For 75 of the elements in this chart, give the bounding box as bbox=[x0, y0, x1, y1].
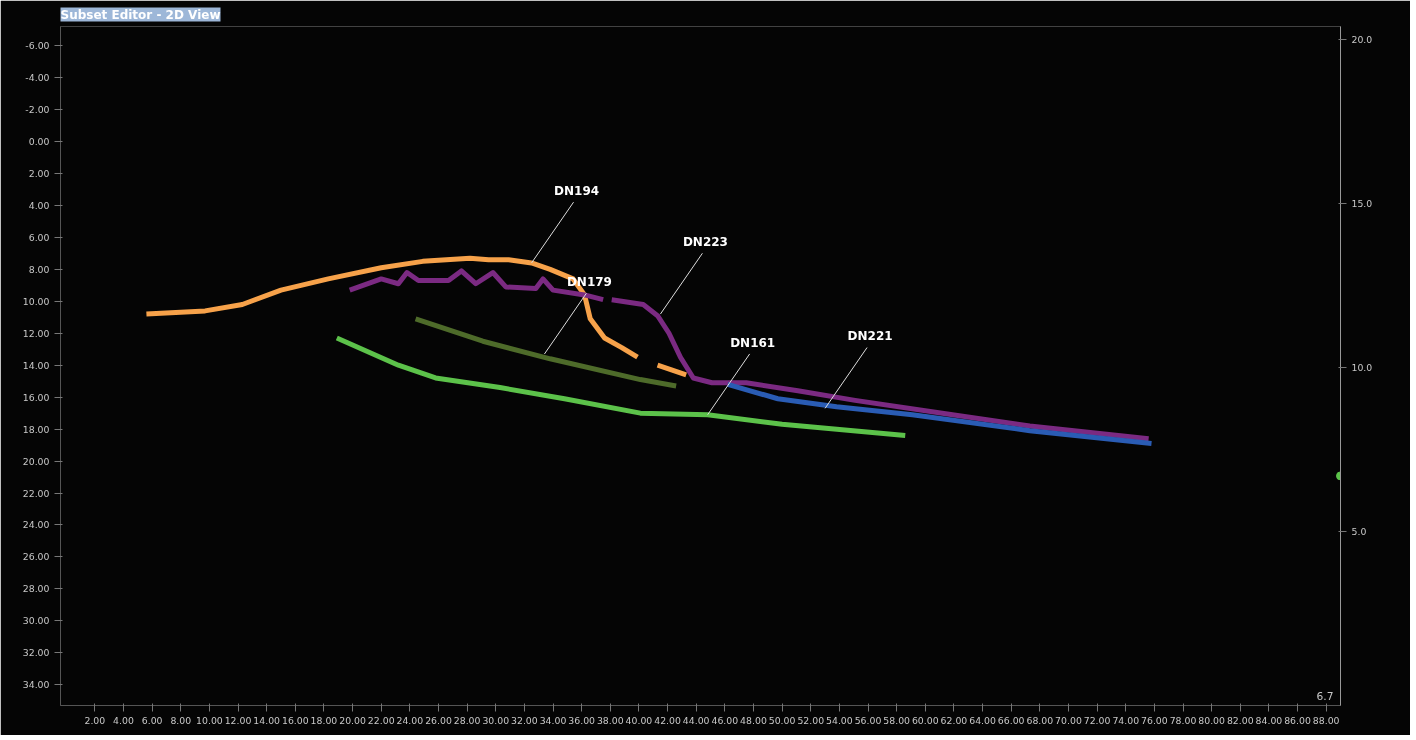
x-tick-label: 52.00 bbox=[797, 714, 825, 726]
x-tick-label: 46.00 bbox=[711, 714, 739, 726]
y-tick-label: 0.00 bbox=[28, 136, 50, 148]
x-tick-label: 18.00 bbox=[310, 714, 338, 726]
x-tick-label: 14.00 bbox=[253, 714, 281, 726]
x-tick-label: 26.00 bbox=[425, 714, 452, 726]
x-tick-label: 40.00 bbox=[625, 714, 653, 726]
y-tick-label: 12.00 bbox=[22, 327, 50, 339]
y-tick-label: 8.00 bbox=[28, 263, 50, 275]
y-tick-label: 24.00 bbox=[22, 519, 50, 531]
x-tick-label: 70.00 bbox=[1055, 714, 1082, 726]
y-tick-label: 30.00 bbox=[22, 615, 50, 627]
y-tick-label: 4.00 bbox=[28, 199, 50, 211]
y-tick-label: 32.00 bbox=[22, 647, 50, 659]
x-tick-label: 34.00 bbox=[539, 714, 567, 726]
y-tick-label: 16.00 bbox=[22, 391, 50, 403]
x-tick-label: 44.00 bbox=[682, 714, 710, 726]
y2-tick-label: 20.0 bbox=[1351, 34, 1373, 46]
x-tick-label: 80.00 bbox=[1198, 714, 1226, 726]
x-tick-label: 72.00 bbox=[1083, 714, 1111, 726]
y-tick-label: 14.00 bbox=[22, 359, 50, 371]
x-tick-label: 50.00 bbox=[768, 714, 796, 726]
y-tick-label: 18.00 bbox=[22, 423, 50, 435]
y-tick-label: -4.00 bbox=[25, 72, 50, 84]
x-tick-label: 74.00 bbox=[1112, 714, 1140, 726]
annotation: DN223 bbox=[682, 235, 728, 250]
y2-tick-label: 10.0 bbox=[1351, 362, 1373, 374]
x-tick-label: 66.00 bbox=[997, 714, 1025, 726]
x-tick-label: 22.00 bbox=[367, 714, 395, 726]
x-tick-label: 8.00 bbox=[170, 714, 192, 726]
x-tick-label: 48.00 bbox=[740, 714, 767, 726]
x-tick-label: 58.00 bbox=[883, 714, 911, 726]
y-tick-label: 10.00 bbox=[22, 295, 50, 307]
x-tick-label: 2.00 bbox=[84, 714, 106, 726]
y-tick-label: 26.00 bbox=[22, 551, 50, 563]
x-tick-label: 20.00 bbox=[339, 714, 366, 726]
y-tick-label: 28.00 bbox=[22, 583, 50, 595]
x-tick-label: 36.00 bbox=[568, 714, 596, 726]
y-tick-label: -2.00 bbox=[25, 104, 50, 116]
x-tick-label: 76.00 bbox=[1141, 714, 1168, 726]
x-tick-label: 38.00 bbox=[596, 714, 624, 726]
x-tick-label: 4.00 bbox=[113, 714, 134, 726]
y2-tick-label: 5.0 bbox=[1351, 526, 1367, 538]
y-tick-label: 6.00 bbox=[28, 231, 50, 243]
x-tick-label: 12.00 bbox=[224, 714, 252, 726]
x-tick-label: 24.00 bbox=[396, 714, 424, 726]
annotation: DN221 bbox=[847, 329, 893, 344]
x-tick-label: 86.00 bbox=[1284, 714, 1311, 726]
x-tick-label: 88.00 bbox=[1312, 714, 1340, 726]
y2-tick-label: 15.0 bbox=[1351, 198, 1373, 210]
x-tick-label: 84.00 bbox=[1255, 714, 1283, 726]
annotation: DN161 bbox=[730, 335, 776, 350]
chart-title: Subset Editor - 2D View bbox=[60, 7, 221, 22]
x-tick-label: 6.00 bbox=[141, 714, 163, 726]
x-tick-label: 30.00 bbox=[482, 714, 510, 726]
y-tick-label: 2.00 bbox=[28, 167, 50, 179]
x-tick-label: 56.00 bbox=[854, 714, 882, 726]
x-tick-label: 54.00 bbox=[826, 714, 853, 726]
annotation: DN194 bbox=[554, 183, 600, 198]
x-tick-label: 32.00 bbox=[511, 714, 538, 726]
x-tick-label: 60.00 bbox=[911, 714, 939, 726]
x-tick-label: 68.00 bbox=[1026, 714, 1054, 726]
y-tick-label: 34.00 bbox=[22, 679, 50, 691]
x-tick-label: 28.00 bbox=[453, 714, 481, 726]
x-tick-label: 16.00 bbox=[281, 714, 309, 726]
y-tick-label: -6.00 bbox=[25, 40, 50, 52]
x-tick-label: 42.00 bbox=[654, 714, 681, 726]
y-tick-label: 20.00 bbox=[22, 455, 50, 467]
x-tick-label: 64.00 bbox=[969, 714, 996, 726]
y-tick-label: 22.00 bbox=[22, 487, 50, 499]
x-tick-label: 10.00 bbox=[196, 714, 223, 726]
annotation: 6.7 bbox=[1316, 689, 1334, 703]
x-tick-label: 82.00 bbox=[1226, 714, 1254, 726]
x-tick-label: 78.00 bbox=[1169, 714, 1197, 726]
x-tick-label: 62.00 bbox=[940, 714, 968, 726]
